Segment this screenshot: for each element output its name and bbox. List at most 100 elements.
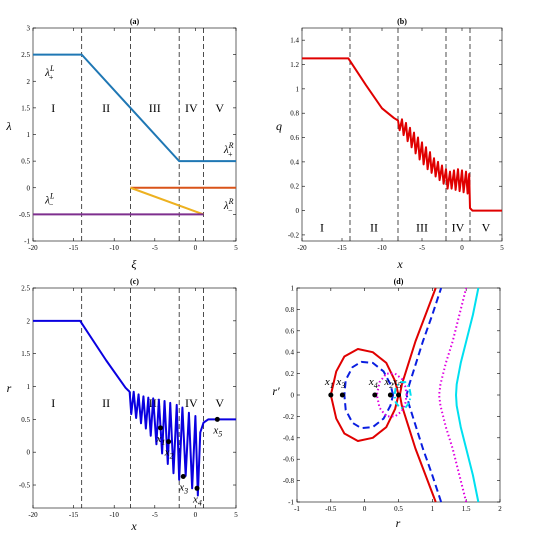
region-label: I bbox=[320, 221, 324, 235]
y-tick-label: 0.2 bbox=[290, 183, 299, 191]
axes-box bbox=[301, 27, 503, 242]
region-label: III bbox=[416, 221, 428, 235]
x-tick-label: -10 bbox=[110, 244, 120, 252]
point-label: x1 bbox=[324, 376, 334, 390]
x-tick-label: -0.5 bbox=[325, 505, 337, 513]
y-tick-label: 2.5 bbox=[21, 285, 30, 293]
region-label: II bbox=[370, 221, 378, 235]
y-tick-label: 0 bbox=[291, 392, 295, 400]
y-tick-label: 1 bbox=[27, 383, 31, 391]
panel-title: (b) bbox=[397, 17, 407, 26]
x-tick-label: 0 bbox=[194, 244, 198, 252]
panel-title: (a) bbox=[130, 17, 140, 26]
y-tick-label: -0.5 bbox=[19, 211, 31, 219]
point-label: x4 bbox=[192, 493, 202, 507]
x-tick-label: -20 bbox=[297, 244, 307, 252]
x-tick-label: 1 bbox=[431, 505, 435, 513]
x-tick-label: 0 bbox=[194, 511, 198, 519]
y-axis-label: q bbox=[276, 119, 282, 133]
region-label: I bbox=[51, 396, 55, 410]
x-tick-label: -1 bbox=[294, 505, 300, 513]
y-tick-label: -0.2 bbox=[288, 231, 300, 239]
y-tick-label: -0.8 bbox=[283, 477, 295, 485]
y-tick-label: 0.5 bbox=[21, 158, 30, 166]
point-label: x4 bbox=[368, 376, 378, 390]
y-tick-label: 0.4 bbox=[290, 158, 299, 166]
point-label: x5 bbox=[392, 376, 402, 390]
curve-label: λR − bbox=[223, 197, 234, 215]
y-tick-label: 0.5 bbox=[21, 416, 30, 424]
y-tick-label: 1.2 bbox=[290, 61, 299, 69]
data-point bbox=[396, 392, 401, 398]
x-tick-label: 5 bbox=[234, 511, 238, 519]
y-tick-label: 1.5 bbox=[21, 350, 30, 358]
data-point bbox=[214, 416, 220, 422]
x-tick-label: -10 bbox=[377, 244, 387, 252]
x-tick-label: -15 bbox=[69, 511, 79, 519]
y-tick-label: 0 bbox=[27, 184, 31, 192]
y-tick-label: 0.2 bbox=[285, 370, 294, 378]
axes-box bbox=[32, 287, 237, 509]
point-label: x2 bbox=[383, 376, 393, 390]
series-line bbox=[343, 360, 395, 430]
x-tick-label: 5 bbox=[234, 244, 238, 252]
y-tick-label: 2 bbox=[27, 78, 31, 86]
region-label: V bbox=[482, 221, 491, 235]
curve-label: λL − bbox=[44, 192, 55, 210]
series-line bbox=[375, 372, 408, 418]
series-line bbox=[33, 319, 236, 497]
y-tick-label: 0 bbox=[296, 207, 300, 215]
x-tick-label: -5 bbox=[419, 244, 425, 252]
data-point bbox=[339, 392, 345, 398]
x-tick-label: -5 bbox=[152, 244, 158, 252]
region-label: II bbox=[102, 101, 110, 115]
y-tick-label: -0.2 bbox=[283, 413, 295, 421]
panel-b: (b) -20 -15 -10 -5 0 5 -0.2 0 0.2 0.4 0.6 0.8 1 1.2 1.4… bbox=[276, 17, 504, 271]
y-tick-label: 0.6 bbox=[290, 134, 299, 142]
data-point bbox=[194, 485, 200, 491]
y-tick-label: -1 bbox=[24, 238, 30, 246]
y-tick-label: 0 bbox=[27, 449, 31, 457]
point-label: x3 bbox=[335, 376, 345, 390]
y-axis-label: λ bbox=[5, 119, 11, 133]
y-tick-label: 0.4 bbox=[285, 349, 294, 357]
axes-box bbox=[32, 27, 237, 242]
data-point bbox=[166, 439, 172, 445]
x-axis-label: r bbox=[396, 516, 401, 530]
panel-d: (d) -1 -0.5 0 0.5 1 1.5 2 -1 -0.8 -0.6 -0.4 -0.2 0 0.2… bbox=[272, 277, 502, 530]
y-tick-label: 1 bbox=[296, 85, 300, 93]
curve-label: λR + bbox=[223, 141, 234, 159]
point-label: x3 bbox=[178, 481, 188, 495]
data-point bbox=[328, 392, 334, 398]
region-label: I bbox=[51, 101, 55, 115]
y-tick-label: 2.5 bbox=[21, 51, 30, 59]
y-tick-label: 0.6 bbox=[285, 327, 294, 335]
x-axis-label: x bbox=[396, 257, 403, 271]
x-tick-label: -15 bbox=[337, 244, 347, 252]
point-label: x1 bbox=[155, 433, 165, 447]
region-label: IV bbox=[185, 101, 198, 115]
point-label: x5 bbox=[212, 424, 222, 438]
y-tick-label: 1 bbox=[27, 131, 31, 139]
y-tick-label: 1.5 bbox=[21, 104, 30, 112]
series-line bbox=[302, 57, 502, 212]
y-tick-label: -0.4 bbox=[283, 434, 295, 442]
x-axis-label: ξ bbox=[131, 257, 137, 271]
region-label: III bbox=[149, 101, 161, 115]
x-tick-label: -20 bbox=[28, 511, 38, 519]
panel-title: (c) bbox=[130, 277, 139, 286]
y-tick-label: 0.8 bbox=[285, 306, 294, 314]
x-tick-label: 1.5 bbox=[462, 505, 471, 513]
data-point bbox=[180, 473, 186, 479]
series-line bbox=[130, 186, 204, 216]
panel-title: (d) bbox=[394, 277, 404, 286]
region-label: IV bbox=[452, 221, 465, 235]
series-line bbox=[438, 287, 468, 503]
x-tick-label: -10 bbox=[110, 511, 120, 519]
region-label: V bbox=[215, 396, 224, 410]
series-line bbox=[33, 53, 236, 163]
y-tick-label: 1 bbox=[291, 285, 295, 293]
